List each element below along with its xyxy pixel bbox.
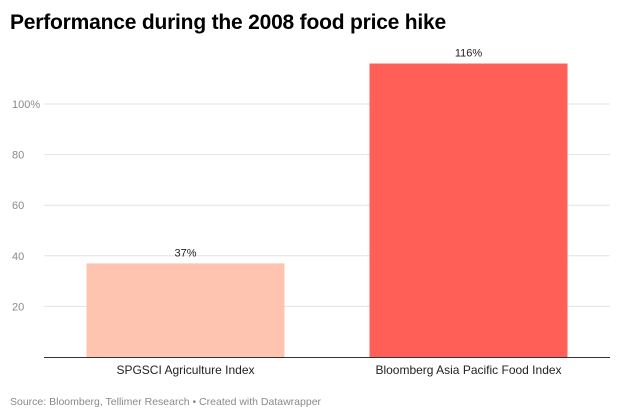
y-tick-label-80: 80 xyxy=(12,150,24,162)
bars xyxy=(86,63,568,358)
category-label-1: SPGSCI Agriculture Index xyxy=(116,363,254,377)
category-label-2: Bloomberg Asia Pacific Food Index xyxy=(375,363,561,377)
y-tick-label-60: 60 xyxy=(12,200,24,212)
chart-title: Performance during the 2008 food price h… xyxy=(10,11,447,34)
y-tick-label-40: 40 xyxy=(12,251,24,263)
bar-2 xyxy=(369,63,568,358)
bar-1 xyxy=(86,263,285,357)
data-label-2: 116% xyxy=(455,48,483,60)
y-tick-label-20: 20 xyxy=(12,301,24,313)
data-label-1: 37% xyxy=(174,247,196,259)
y-tick-label-100: 100% xyxy=(12,99,40,111)
labels: 20 40 60 80 100% 37% SPGSCI Agriculture Index 1… xyxy=(12,48,562,377)
source-footer: Source: Bloomberg, Tellimer Research • C… xyxy=(10,396,322,408)
